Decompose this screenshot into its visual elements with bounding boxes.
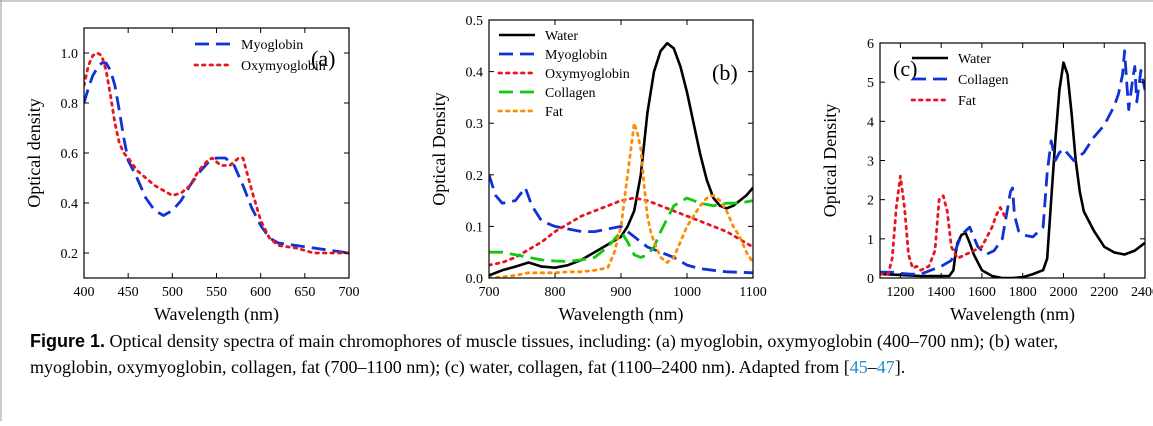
x-tick-label: 500: [162, 285, 183, 300]
y-tick-label: 1.0: [61, 47, 79, 62]
caption-text: Optical density spectra of main chromoph…: [30, 331, 1059, 377]
x-tick-label: 2400: [1131, 285, 1153, 300]
caption-ref-link-47[interactable]: 47: [876, 357, 895, 377]
legend-label-myoglobin: Myoglobin: [241, 38, 303, 53]
series-line-collagen: [489, 196, 753, 263]
x-axis-label: Wavelength (nm): [154, 304, 279, 325]
series-line-collagen: [880, 49, 1145, 276]
x-tick-label: 550: [206, 285, 227, 300]
y-tick-label: 1: [867, 233, 874, 248]
y-tick-label: 0.4: [61, 197, 79, 212]
y-axis-label: Optical Density: [429, 92, 449, 205]
x-tick-label: 600: [250, 285, 271, 300]
x-tick-label: 700: [339, 285, 360, 300]
series-line-myoglobin: [84, 61, 349, 255]
panel-label: (a): [311, 46, 335, 71]
x-tick-label: 1400: [927, 285, 955, 300]
y-tick-label: 4: [867, 115, 874, 130]
legend-label-water: Water: [958, 52, 991, 67]
series-line-water: [880, 61, 1145, 278]
x-tick-label: 400: [74, 285, 95, 300]
x-tick-label: 1800: [1009, 285, 1037, 300]
y-tick-label: 0.2: [466, 169, 484, 184]
y-tick-label: 0.1: [466, 220, 484, 235]
caption-end: ].: [894, 357, 906, 377]
plot-frame: [488, 19, 754, 279]
y-axis-label: Optical Density: [820, 104, 840, 217]
x-tick-label: 900: [611, 285, 632, 300]
x-tick-label: 450: [118, 285, 139, 300]
chart-panel-0: 400 450 500 550 600 650 700 0.2 0.4 0.6 0.8 1.0 Wave…: [24, 27, 360, 325]
caption-ref-link-45[interactable]: 45: [849, 357, 868, 377]
caption-ref-dash: –: [867, 357, 877, 377]
x-tick-label: 800: [545, 285, 566, 300]
x-axis-label: Wavelength (nm): [950, 304, 1075, 325]
y-tick-label: 0.5: [466, 14, 484, 29]
x-tick-label: 1600: [968, 285, 996, 300]
x-tick-label: 1000: [673, 285, 701, 300]
legend-label-oxymyoglobin: Oxymyoglobin: [241, 59, 326, 74]
series-line-fat: [489, 121, 753, 278]
y-tick-label: 0.2: [61, 247, 79, 262]
chart-panel-1: 700 800 900 1000 1100 0.0 0.1 0.2 0.3 0.4 0.5 Wavel…: [429, 14, 767, 325]
panel-label: (c): [893, 56, 917, 81]
series-line-fat: [880, 174, 1008, 276]
y-tick-label: 2: [867, 194, 874, 209]
figure-caption: Figure 1. Optical density spectra of mai…: [30, 328, 1140, 380]
legend-label-oxymyoglobin: Oxymyoglobin: [545, 67, 630, 82]
legend-label-fat: Fat: [545, 105, 563, 120]
chart-panel-2: 1200 1400 1600 1800 2000 2200 2400 0 1 2 3 4 5 6 Wavel…: [820, 37, 1153, 325]
y-axis-label: Optical density: [24, 98, 44, 207]
legend-label-collagen: Collagen: [958, 73, 1009, 88]
x-tick-label: 1200: [886, 285, 914, 300]
y-tick-label: 0.0: [466, 272, 484, 287]
series-line-water: [489, 41, 753, 277]
y-tick-label: 0: [867, 272, 874, 287]
y-tick-label: 0.4: [466, 66, 484, 81]
y-tick-label: 6: [867, 37, 874, 52]
y-tick-label: 0.6: [61, 147, 79, 162]
y-tick-label: 5: [867, 76, 874, 91]
series-line-myoglobin: [489, 174, 753, 275]
x-tick-label: 650: [294, 285, 315, 300]
legend-label-collagen: Collagen: [545, 86, 596, 101]
x-tick-label: 2200: [1090, 285, 1118, 300]
series-line-oxymyoglobin: [489, 196, 753, 267]
panel-label: (b): [712, 60, 738, 85]
legend-label-fat: Fat: [958, 94, 976, 109]
y-tick-label: 0.3: [466, 117, 484, 132]
y-tick-label: 3: [867, 155, 874, 170]
caption-label: Figure 1.: [30, 331, 106, 351]
x-tick-label: 700: [479, 285, 500, 300]
x-tick-label: 2000: [1049, 285, 1077, 300]
x-tick-label: 1100: [739, 285, 766, 300]
x-axis-label: Wavelength (nm): [558, 304, 683, 325]
series-line-oxymyoglobin: [84, 51, 349, 255]
legend-label-myoglobin: Myoglobin: [545, 48, 607, 63]
legend-label-water: Water: [545, 29, 578, 44]
y-tick-label: 0.8: [61, 97, 79, 112]
